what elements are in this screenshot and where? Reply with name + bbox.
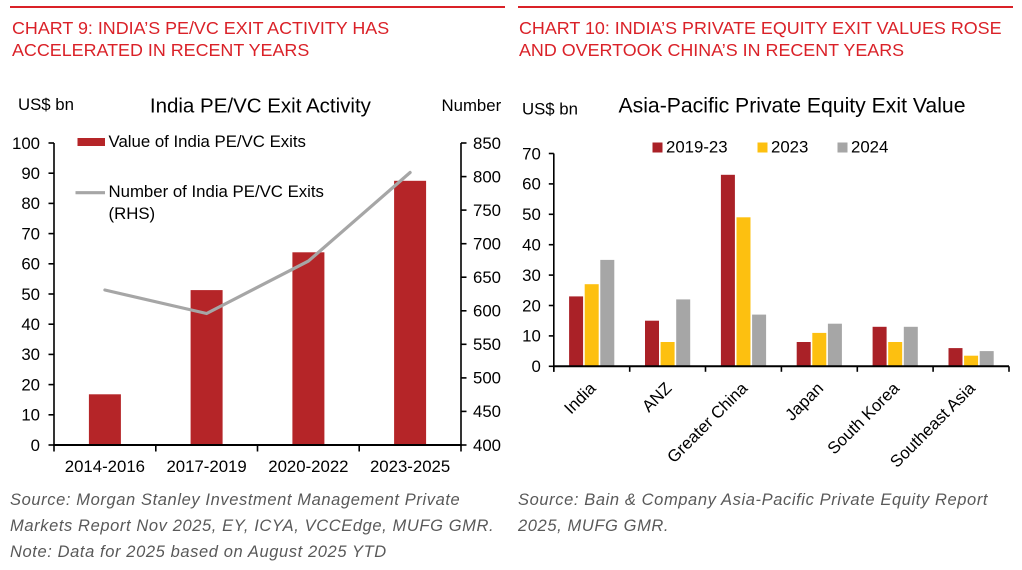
svg-text:Number: Number bbox=[442, 96, 502, 115]
svg-text:2020-2022: 2020-2022 bbox=[268, 457, 348, 476]
svg-text:2017-2019: 2017-2019 bbox=[166, 457, 246, 476]
svg-text:50: 50 bbox=[522, 205, 541, 224]
svg-text:India: India bbox=[560, 378, 600, 418]
svg-text:100: 100 bbox=[12, 134, 40, 153]
svg-text:850: 850 bbox=[473, 134, 501, 153]
svg-text:90: 90 bbox=[21, 164, 40, 183]
svg-text:450: 450 bbox=[473, 402, 501, 421]
svg-text:US$ bn: US$ bn bbox=[522, 100, 578, 119]
svg-text:(RHS): (RHS) bbox=[109, 204, 156, 223]
svg-text:South Korea: South Korea bbox=[824, 378, 904, 458]
svg-text:2024: 2024 bbox=[851, 138, 888, 157]
svg-text:Number of India PE/VC Exits: Number of India PE/VC Exits bbox=[109, 182, 324, 201]
svg-text:10: 10 bbox=[21, 406, 40, 425]
svg-text:0: 0 bbox=[31, 436, 40, 455]
svg-text:650: 650 bbox=[473, 268, 501, 287]
svg-text:US$ bn: US$ bn bbox=[18, 95, 74, 114]
svg-text:Value of India PE/VC Exits: Value of India PE/VC Exits bbox=[109, 132, 306, 151]
svg-text:Greater China: Greater China bbox=[663, 378, 751, 466]
svg-text:750: 750 bbox=[473, 201, 501, 220]
svg-text:40: 40 bbox=[21, 315, 40, 334]
svg-text:2023: 2023 bbox=[771, 138, 808, 157]
svg-text:2019-23: 2019-23 bbox=[666, 138, 728, 157]
svg-text:700: 700 bbox=[473, 235, 501, 254]
svg-text:600: 600 bbox=[473, 302, 501, 321]
svg-text:20: 20 bbox=[522, 296, 541, 315]
svg-text:60: 60 bbox=[21, 255, 40, 274]
svg-text:800: 800 bbox=[473, 167, 501, 186]
svg-text:500: 500 bbox=[473, 369, 501, 388]
svg-text:0: 0 bbox=[531, 357, 540, 376]
svg-text:70: 70 bbox=[21, 224, 40, 243]
svg-text:Asia-Pacific Private Equity Ex: Asia-Pacific Private Equity Exit Value bbox=[619, 95, 966, 118]
svg-text:India PE/VC Exit Activity: India PE/VC Exit Activity bbox=[150, 95, 372, 118]
svg-text:20: 20 bbox=[21, 375, 40, 394]
svg-text:50: 50 bbox=[21, 285, 40, 304]
svg-text:400: 400 bbox=[473, 436, 501, 455]
svg-text:2014-2016: 2014-2016 bbox=[65, 457, 145, 476]
svg-text:550: 550 bbox=[473, 335, 501, 354]
svg-text:ANZ: ANZ bbox=[638, 379, 675, 416]
svg-text:Japan: Japan bbox=[781, 379, 827, 425]
svg-text:10: 10 bbox=[522, 327, 541, 346]
svg-text:30: 30 bbox=[21, 345, 40, 364]
svg-text:40: 40 bbox=[522, 236, 541, 255]
svg-text:80: 80 bbox=[21, 194, 40, 213]
svg-text:30: 30 bbox=[522, 266, 541, 285]
svg-text:70: 70 bbox=[522, 144, 541, 163]
svg-text:2023-2025: 2023-2025 bbox=[370, 457, 450, 476]
svg-text:60: 60 bbox=[522, 175, 541, 194]
